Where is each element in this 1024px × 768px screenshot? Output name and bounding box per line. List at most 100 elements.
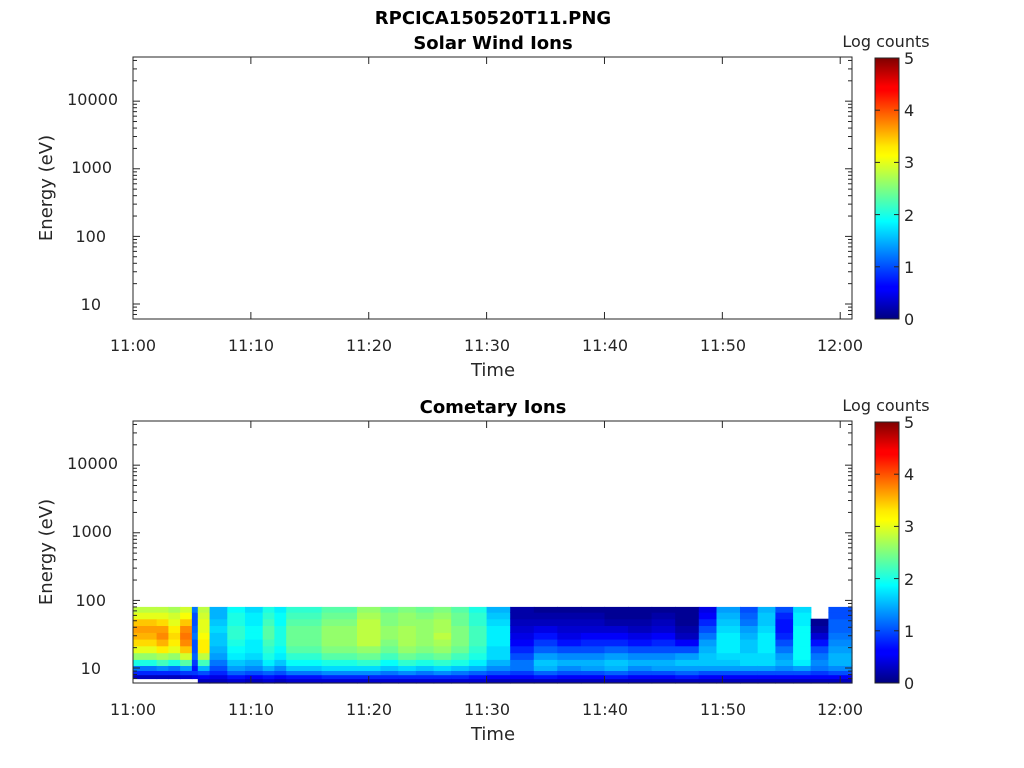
heatmap-cell: [156, 670, 169, 676]
heatmap-cell: [675, 665, 700, 671]
heatmap-cell: [716, 665, 741, 671]
heatmap-cell: [675, 652, 700, 660]
heatmap-cell: [191, 625, 199, 633]
x-tick-label: 12:00: [817, 336, 863, 355]
x-tick-label: 11:40: [582, 336, 628, 355]
heatmap-cell: [698, 659, 718, 666]
heatmap-cell: [580, 625, 606, 633]
heatmap-cell: [433, 612, 452, 620]
heatmap-cell: [557, 678, 582, 684]
heatmap-cell: [651, 632, 676, 640]
heatmap-cell: [245, 612, 264, 620]
heatmap-cell: [415, 670, 435, 676]
heatmap-cell: [262, 659, 276, 666]
heatmap-cell: [757, 652, 776, 660]
heatmap-cell: [227, 665, 246, 671]
heatmap-cell: [468, 670, 488, 676]
heatmap-cell: [227, 670, 246, 676]
heatmap-cell: [793, 639, 812, 647]
heatmap-cell: [698, 625, 718, 633]
y-tick-label: 10: [81, 295, 101, 314]
heatmap-cell: [357, 659, 382, 666]
heatmap-cell: [168, 606, 181, 613]
heatmap-cell: [533, 652, 558, 660]
heatmap-cell: [433, 659, 452, 666]
heatmap-cell: [357, 618, 382, 626]
heatmap-cell: [274, 659, 287, 666]
heatmap-cell: [451, 670, 470, 676]
heatmap-cell: [433, 645, 452, 654]
colorbar-label: Log counts: [842, 32, 929, 51]
heatmap-cell: [716, 670, 741, 676]
heatmap-cell: [197, 670, 211, 676]
heatmap-cell: [451, 618, 470, 626]
heatmap-cell: [227, 674, 246, 680]
heatmap-cell: [716, 652, 741, 660]
heatmap-cell: [262, 652, 276, 660]
heatmap-cell: [398, 612, 417, 620]
heatmap-cell: [380, 674, 399, 680]
heatmap-cell: [580, 659, 606, 666]
heatmap-cell: [604, 639, 629, 647]
heatmap-cell: [197, 612, 211, 620]
heatmap-cell: [793, 659, 812, 666]
heatmap-cell: [321, 659, 358, 666]
heatmap-cell: [698, 612, 718, 620]
axis-ticks-solar-wind: [132, 57, 852, 320]
heatmap-cell: [628, 618, 653, 626]
heatmap-cell: [191, 639, 199, 647]
heatmap-cell: [828, 632, 853, 640]
heatmap-cell: [828, 639, 853, 647]
heatmap-cell: [209, 674, 228, 680]
heatmap-cell: [628, 674, 653, 680]
heatmap-cell: [468, 612, 488, 620]
heatmap-cell: [810, 665, 829, 671]
heatmap-cell: [286, 625, 323, 633]
heatmap-cell: [180, 606, 193, 613]
colorbar-tick-label: 1: [904, 622, 914, 641]
heatmap-cell: [357, 639, 382, 647]
heatmap-cell: [628, 665, 653, 671]
heatmap-cell: [398, 625, 417, 633]
heatmap-cell: [227, 612, 246, 620]
heatmap-cell: [604, 645, 629, 654]
heatmap-cell: [775, 606, 794, 613]
heatmap-cell: [810, 659, 829, 666]
x-tick-label: 11:50: [700, 700, 746, 719]
heatmap-cell: [828, 665, 853, 671]
heatmap-cell: [486, 659, 511, 666]
heatmap-cell: [604, 612, 629, 620]
heatmap-cell: [209, 632, 228, 640]
heatmap-cell: [415, 618, 435, 626]
heatmap-cell: [168, 652, 181, 660]
heatmap-cell: [451, 678, 470, 684]
heatmap-cell: [433, 618, 452, 626]
heatmap-cell: [793, 612, 812, 620]
heatmap-cell: [197, 625, 211, 633]
heatmap-cell: [286, 618, 323, 626]
heatmap-cell: [557, 606, 582, 613]
heatmap-cell: [740, 670, 759, 676]
heatmap-cell: [828, 652, 853, 660]
heatmap-cell: [510, 678, 535, 684]
heatmap-cell: [557, 639, 582, 647]
heatmap-cell: [357, 612, 382, 620]
heatmap-cell: [468, 639, 488, 647]
colorbar-tick-label: 3: [904, 153, 914, 172]
heatmap-cell: [740, 665, 759, 671]
colorbar-tick-label: 3: [904, 517, 914, 536]
heatmap-cell: [321, 652, 358, 660]
heatmap-data-cometary: [133, 606, 853, 684]
heatmap-cell: [156, 632, 169, 640]
heatmap-cell: [415, 665, 435, 671]
heatmap-cell: [716, 678, 741, 684]
heatmap-cell: [775, 678, 794, 684]
heatmap-cell: [415, 659, 435, 666]
heatmap-cell: [133, 618, 158, 626]
heatmap-cell: [415, 612, 435, 620]
heatmap-cell: [486, 645, 511, 654]
x-tick-label: 12:00: [817, 700, 863, 719]
heatmap-cell: [533, 625, 558, 633]
heatmap-cell: [274, 665, 287, 671]
heatmap-cell: [286, 632, 323, 640]
